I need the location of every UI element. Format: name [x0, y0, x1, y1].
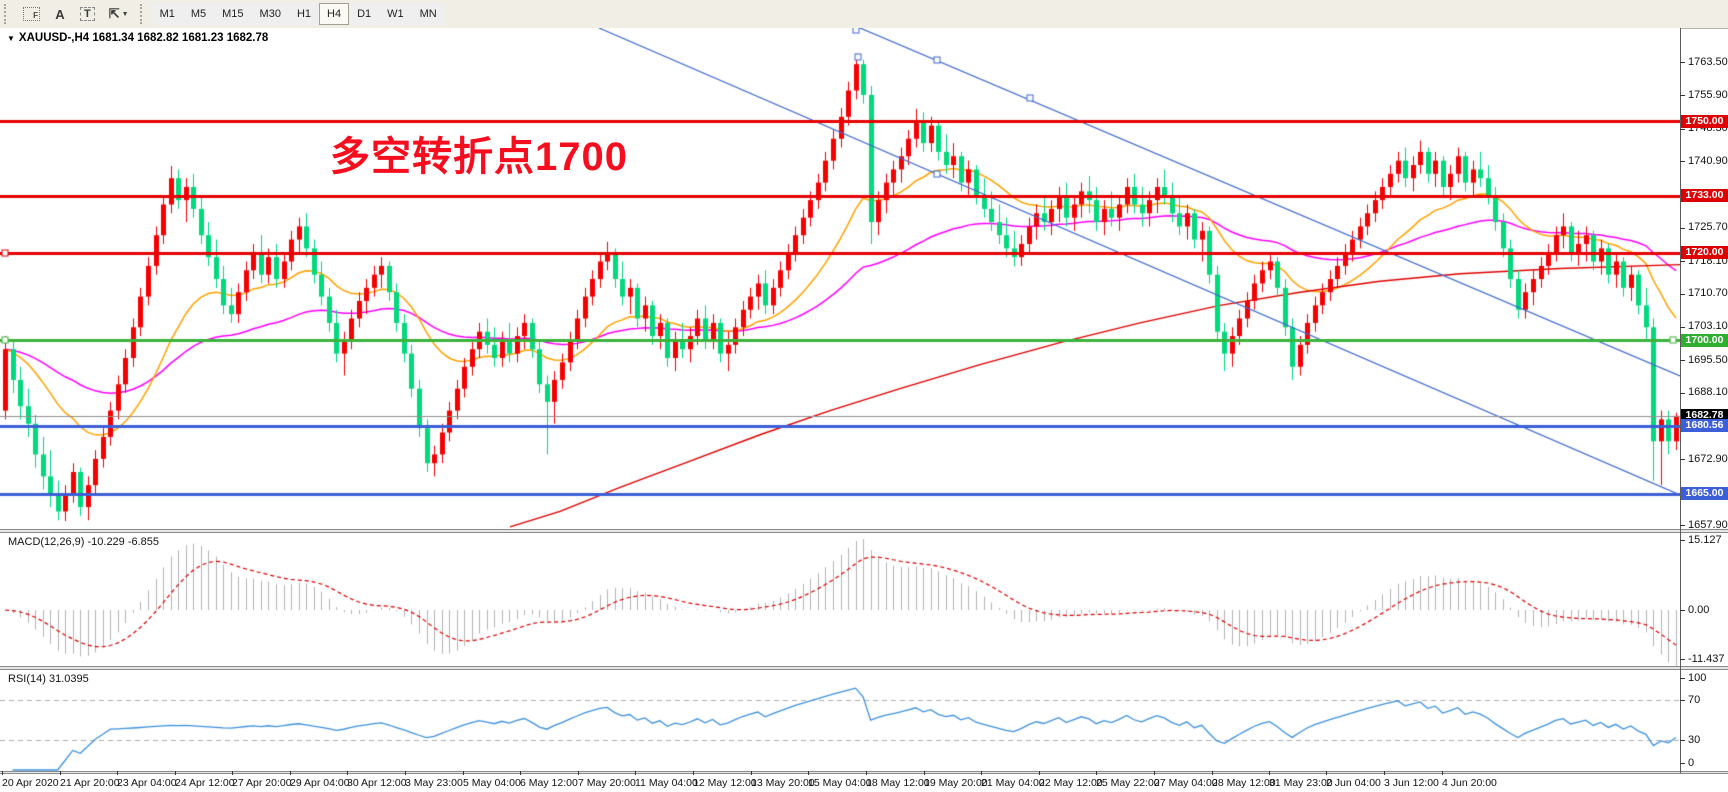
symbol-dropdown-icon[interactable]: ▼ — [7, 34, 15, 43]
time-tick-label: 18 May 12:00 — [866, 777, 930, 789]
price-line-badge-1682-78: 1682.78 — [1681, 409, 1728, 423]
time-tick-label: 21 May 04:00 — [981, 777, 1045, 789]
price-tick-label: 1725.70 — [1688, 221, 1728, 234]
time-tick-label: 12 May 12:00 — [693, 777, 757, 789]
panel-splitter-1[interactable] — [0, 529, 1728, 533]
timeframe-D1[interactable]: D1 — [349, 3, 380, 25]
time-tick-label: 30 Apr 12:00 — [347, 777, 407, 789]
price-tick-label: 1703.10 — [1688, 320, 1728, 333]
time-tick-label: 31 May 23:00 — [1269, 777, 1333, 789]
crosshair-arrows-icon[interactable]: ⇱ ▼ — [102, 3, 136, 25]
dotted-grid-f-glyph: F — [23, 7, 40, 21]
price-tick-label: 1748.30 — [1688, 122, 1728, 135]
rsi-tick-label: 0 — [1688, 756, 1695, 769]
price-tick-label: 1695.50 — [1688, 353, 1728, 366]
time-tick-label: 6 May 12:00 — [520, 777, 578, 789]
timeframe-M15[interactable]: M15 — [214, 3, 252, 25]
time-tick-label: 3 Jun 12:00 — [1384, 777, 1439, 789]
time-tick-label: 3 May 23:00 — [405, 777, 463, 789]
text-label-icon[interactable]: T — [73, 3, 102, 25]
macd-tick-label: -11.437 — [1688, 652, 1725, 665]
time-tick-label: 20 Apr 2020 — [2, 777, 59, 789]
rsi-tick-label: 100 — [1688, 671, 1707, 684]
chart-annotation-text[interactable]: 多空转折点1700 — [330, 135, 628, 179]
timeframe-bar: M1 M5 M15 M30 H1 H4 D1 W1 MN — [151, 3, 445, 25]
price-tick-label: 1688.10 — [1688, 386, 1728, 399]
time-tick-label: 28 May 12:00 — [1212, 777, 1276, 789]
price-tick-label: 1755.90 — [1688, 88, 1728, 101]
macd-tick-label: 0.00 — [1688, 603, 1710, 616]
timeframe-M30[interactable]: M30 — [251, 3, 289, 25]
time-tick-label: 25 May 22:00 — [1096, 777, 1160, 789]
time-tick-label: 11 May 04:00 — [635, 777, 698, 789]
text-annotation-icon[interactable]: A — [47, 3, 73, 25]
price-tick-label: 1672.90 — [1688, 452, 1728, 465]
price-tick-label: 1710.70 — [1688, 287, 1728, 300]
price-line-badge-1680-56: 1680.56 — [1681, 419, 1728, 433]
price-line-badge-1750-00: 1750.00 — [1681, 114, 1728, 128]
toolbar-grip[interactable] — [4, 4, 10, 24]
price-line-badge-1700-00: 1700.00 — [1681, 333, 1728, 347]
price-tick-label: 1740.90 — [1688, 154, 1728, 167]
rsi-panel-canvas[interactable] — [0, 670, 1680, 771]
timeframe-MN[interactable]: MN — [411, 3, 445, 25]
panel-splitter-2[interactable] — [0, 666, 1728, 670]
macd-tick-label: 15.127 — [1688, 533, 1722, 546]
time-tick-label: 27 May 04:00 — [1154, 777, 1218, 789]
time-tick-label: 13 May 20:00 — [751, 777, 815, 789]
price-line-badge-1733-00: 1733.00 — [1681, 189, 1728, 203]
price-axis-border — [1680, 28, 1681, 773]
toolbar: F A T ⇱ ▼ M1 M5 M15 M30 H1 H4 D1 W1 MN — [0, 0, 1728, 29]
chevron-down-icon: ▼ — [121, 10, 129, 18]
time-tick-label: 29 Apr 04:00 — [290, 777, 350, 789]
time-tick-label: 2 Jun 04:00 — [1326, 777, 1381, 789]
time-tick-label: 15 May 04:00 — [808, 777, 872, 789]
timeframe-W1[interactable]: W1 — [379, 3, 412, 25]
timeframe-H4[interactable]: H4 — [319, 3, 350, 25]
price-chart-canvas[interactable] — [0, 28, 1680, 529]
price-tick-label: 1763.50 — [1688, 55, 1728, 68]
time-tick-label: 21 Apr 20:00 — [60, 777, 120, 789]
price-line-badge-1665-00: 1665.00 — [1681, 487, 1728, 501]
rsi-tick-label: 30 — [1688, 733, 1701, 746]
price-tick-label: 1718.10 — [1688, 254, 1728, 267]
timeframe-M5[interactable]: M5 — [182, 3, 215, 25]
time-tick-label: 23 Apr 04:00 — [117, 777, 177, 789]
price-line-badge-1720-00: 1720.00 — [1681, 246, 1728, 260]
timeframe-H1[interactable]: H1 — [288, 3, 320, 25]
time-tick-label: 19 May 20:00 — [924, 777, 988, 789]
panel-splitter-3 — [0, 771, 1728, 774]
time-tick-label: 4 Jun 20:00 — [1442, 777, 1497, 789]
time-tick-label: 24 Apr 12:00 — [175, 777, 235, 789]
timeframe-M1[interactable]: M1 — [151, 3, 183, 25]
macd-panel-canvas[interactable] — [0, 533, 1680, 666]
dotted-grid-f-icon[interactable]: F — [16, 3, 47, 25]
time-tick-label: 5 May 04:00 — [463, 777, 521, 789]
time-tick-label: 27 Apr 20:00 — [232, 777, 292, 789]
toolbar-grip-2[interactable] — [139, 4, 146, 24]
time-tick-label: 7 May 20:00 — [578, 777, 636, 789]
rsi-tick-label: 70 — [1688, 693, 1701, 706]
time-tick-label: 22 May 12:00 — [1039, 777, 1103, 789]
